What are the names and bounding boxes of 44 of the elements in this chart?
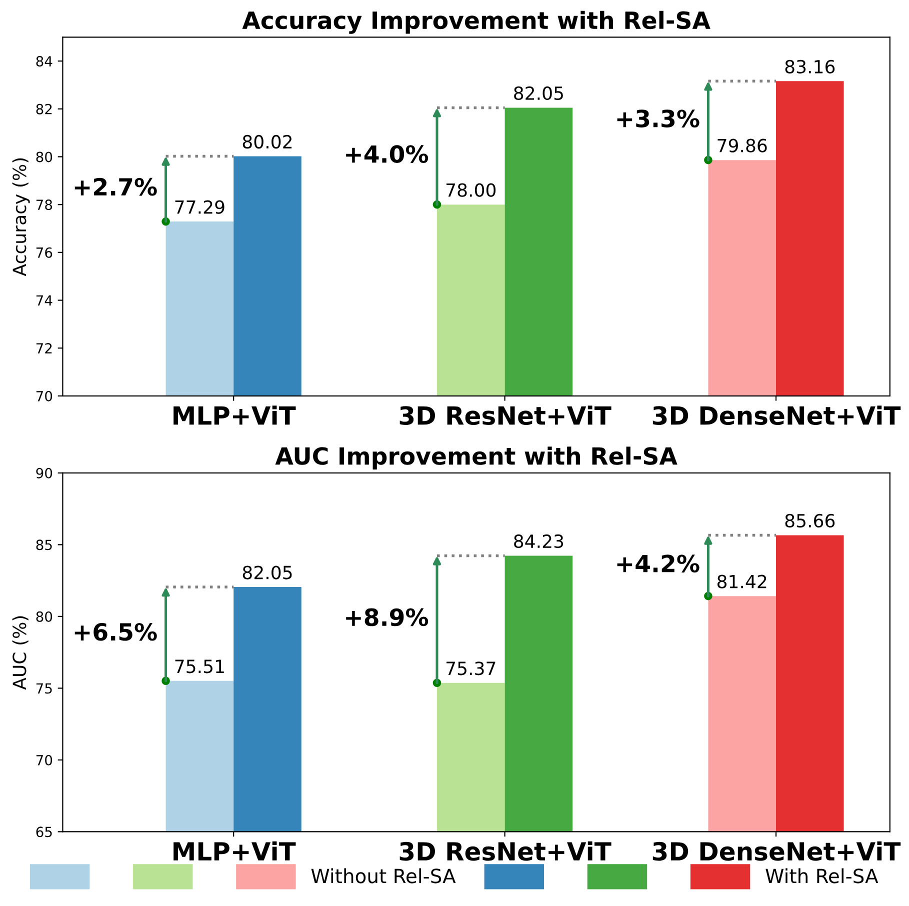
legend-label: Without Rel-SA	[311, 868, 456, 884]
data-label: 82.05	[242, 566, 292, 580]
data-label: 82.05	[514, 86, 563, 100]
data-label: 84.23	[514, 534, 564, 548]
y-tick-label: 76	[36, 247, 52, 258]
y-tick-label: 75	[36, 683, 52, 694]
annotation: +3.3%	[617, 110, 700, 128]
annotation: +2.7%	[74, 178, 157, 196]
y-tick-label: 84	[36, 56, 52, 67]
chart-title: Accuracy Improvement with Rel-SA	[242, 10, 710, 34]
data-label: 85.66	[785, 514, 835, 528]
data-label: 77.29	[175, 200, 224, 214]
y-tick-label: 80	[36, 611, 52, 622]
data-label: 83.16	[785, 60, 835, 74]
annotation: +6.5%	[74, 622, 157, 641]
x-tick-label: 3D DenseNet+ViT	[652, 406, 901, 425]
y-tick-label: 90	[36, 468, 52, 478]
data-label: 75.37	[446, 662, 496, 676]
y-tick-label: 70	[36, 390, 52, 402]
y-tick-label: 82	[36, 104, 52, 114]
chart-title: AUC Improvement with Rel-SA	[275, 446, 678, 470]
data-label: 79.86	[718, 138, 767, 152]
y-tick-label: 85	[36, 540, 52, 550]
y-tick-label: 65	[36, 826, 52, 838]
data-label: 81.42	[717, 574, 766, 588]
data-label: 80.02	[242, 134, 292, 149]
annotation: +4.2%	[617, 554, 700, 572]
y-tick-label: 72	[36, 343, 52, 354]
x-tick-label: 3D ResNet+ViT	[400, 841, 612, 861]
x-tick-label: MLP+ViT	[174, 406, 296, 425]
annotation: +4.0%	[346, 145, 428, 163]
y-axis-title: Accuracy (%)	[12, 158, 30, 276]
y-tick-label: 78	[36, 200, 52, 210]
x-tick-label: 3D DenseNet+ViT	[652, 841, 901, 861]
y-axis-title: AUC (%)	[12, 616, 28, 690]
y-tick-label: 74	[36, 295, 52, 306]
x-tick-label: 3D ResNet+ViT	[400, 406, 612, 425]
x-tick-label: MLP+ViT	[174, 841, 296, 860]
annotation: +8.9%	[346, 608, 428, 626]
y-tick-label: 80	[36, 152, 52, 162]
y-tick-label: 70	[36, 754, 52, 766]
legend-label: With Rel-SA	[766, 868, 878, 884]
data-label: 75.51	[175, 660, 224, 674]
data-label: 78.00	[446, 183, 496, 197]
